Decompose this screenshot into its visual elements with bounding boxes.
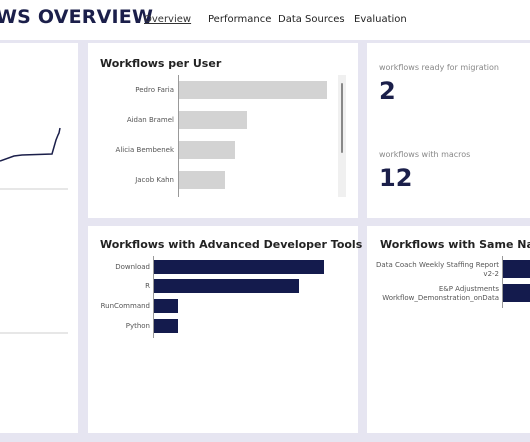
tool-label: RunCommand	[100, 302, 150, 310]
same-name-label-line1: E&P Adjustments	[438, 285, 499, 293]
user-bar[interactable]	[179, 141, 236, 159]
kpi-label-macros: workflows with macros	[379, 150, 471, 159]
advanced-tools-panel: Workflows with Advanced Developer Tools …	[88, 226, 362, 433]
same-name-label: E&P Adjustments Workflow_Demonstration_o…	[367, 285, 499, 303]
same-name-panel: Workflows with Same Name Data Coach Week…	[367, 226, 530, 433]
tool-bar[interactable]	[154, 279, 299, 293]
tool-label: Download	[115, 263, 150, 271]
tool-bar[interactable]	[154, 299, 178, 313]
same-name-label-line1: Data Coach Weekly Staffing Report	[376, 261, 499, 269]
same-name-bar[interactable]	[503, 260, 530, 278]
tab-evaluation[interactable]: Evaluation	[354, 14, 407, 25]
kpi-label-migration: workflows ready for migration	[379, 63, 499, 72]
kpi-value-migration: 2	[379, 77, 396, 105]
user-label: Aidan Bramel	[126, 116, 174, 124]
workflows-per-user-title: Workflows per User	[100, 57, 222, 70]
same-name-title: Workflows with Same Name	[380, 238, 530, 251]
tab-performance[interactable]: Performance	[208, 14, 272, 25]
tool-label: Python	[125, 322, 150, 330]
user-label: Jacob Kahn	[135, 176, 174, 184]
trend-line-chart	[0, 127, 68, 334]
user-label: Alicia Bembenek	[115, 146, 174, 154]
same-name-label: Data Coach Weekly Staffing Report v2-2	[367, 261, 499, 279]
tab-overview[interactable]: Overview	[144, 14, 192, 25]
same-name-bar[interactable]	[503, 284, 530, 302]
tool-axis-line	[153, 256, 154, 338]
kpi-panel: workflows ready for migration 2 workflow…	[367, 43, 530, 218]
dashboard-header: WS OVERVIEW Overview Performance Data So…	[0, 0, 530, 40]
trend-chart-panel	[0, 43, 78, 433]
trend-series-line	[0, 127, 61, 162]
workflows-per-user-panel: Workflows per User Pedro Faria Aidan Bra…	[88, 43, 358, 218]
tool-label: R	[145, 282, 150, 290]
user-bar[interactable]	[179, 81, 327, 99]
user-bar[interactable]	[179, 111, 248, 129]
kpi-value-macros: 12	[379, 164, 413, 192]
dashboard-title: WS OVERVIEW	[0, 6, 154, 28]
same-name-label-line2: v2-2	[483, 270, 499, 278]
user-label: Pedro Faria	[135, 86, 174, 94]
user-chart-scroll-thumb[interactable]	[341, 83, 343, 153]
user-axis-line	[178, 75, 179, 197]
tab-data-sources[interactable]: Data Sources	[278, 14, 345, 25]
same-name-axis-line	[502, 256, 503, 308]
advanced-tools-title: Workflows with Advanced Developer Tools	[100, 238, 363, 251]
tool-bar[interactable]	[154, 260, 324, 274]
user-bar[interactable]	[179, 171, 225, 189]
same-name-label-line2: Workflow_Demonstration_onData	[382, 294, 499, 302]
tool-bar[interactable]	[154, 319, 178, 333]
